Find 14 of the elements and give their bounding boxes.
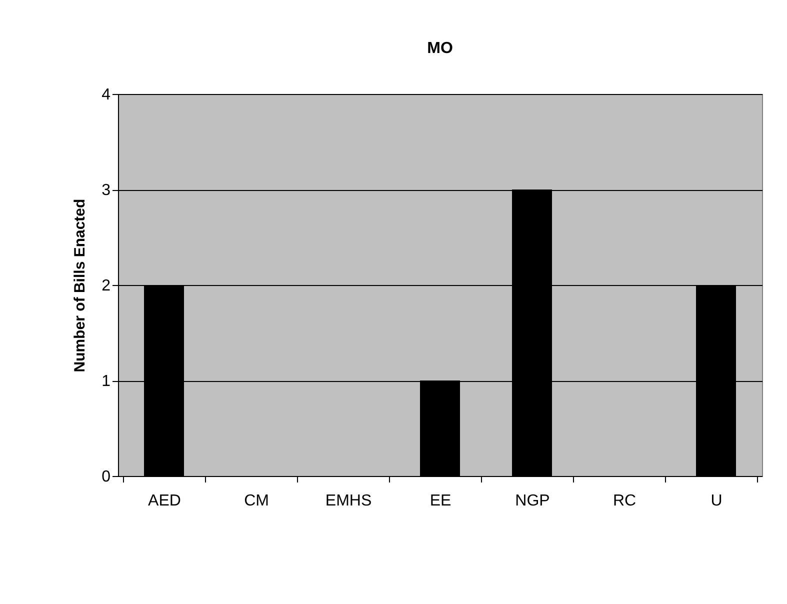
chart-title: MO: [427, 40, 453, 57]
x-tick-label: CM: [244, 492, 269, 510]
x-tick-label: RC: [612, 492, 636, 510]
y-tick-label: 1: [102, 373, 111, 390]
x-tick-label: EE: [430, 492, 452, 510]
y-tick-label: 4: [102, 86, 111, 104]
x-tick-label: AED: [148, 492, 181, 510]
y-axis-title: Number of Bills Enacted: [72, 198, 89, 372]
y-tick-label: 3: [102, 182, 111, 199]
x-tick-label: NGP: [515, 492, 550, 510]
x-tick-label: EMHS: [325, 492, 372, 510]
x-tick-label: U: [710, 492, 722, 510]
y-tick-label: 2: [102, 278, 111, 294]
y-tick-label: 0: [102, 468, 111, 486]
